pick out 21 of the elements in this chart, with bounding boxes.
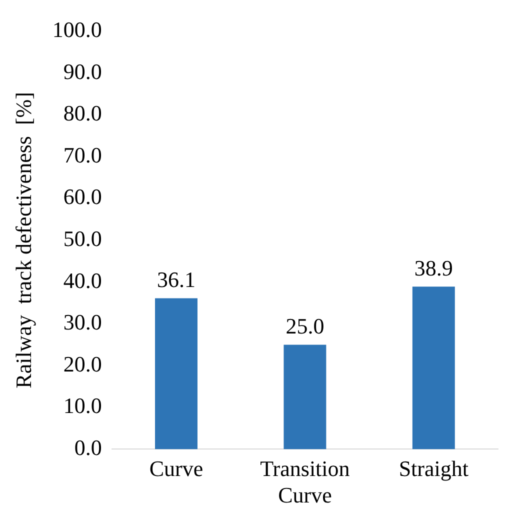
y-tick-label: 100.0 <box>52 16 102 42</box>
x-tick-label: Straight <box>398 456 468 482</box>
x-tick-label: Curve <box>149 456 204 482</box>
y-tick-label: 50.0 <box>63 226 102 251</box>
y-tick-label: 70.0 <box>63 142 102 168</box>
bar <box>155 298 198 450</box>
y-tick-label: 90.0 <box>63 58 102 84</box>
data-label: 38.9 <box>414 255 453 280</box>
bar <box>412 286 455 450</box>
data-label: 25.0 <box>286 313 324 338</box>
y-axis-title: Railway track defectiveness [%] <box>10 92 36 388</box>
x-tick-label: Transition Curve <box>260 456 350 508</box>
y-tick-label: 20.0 <box>63 351 102 376</box>
y-tick-label: 80.0 <box>63 100 102 126</box>
bar <box>284 344 326 450</box>
y-tick-label: 0.0 <box>74 434 102 460</box>
y-tick-label: 60.0 <box>63 184 102 210</box>
y-tick-label: 30.0 <box>63 310 102 335</box>
data-label: 36.1 <box>157 267 196 292</box>
y-tick-label: 10.0 <box>63 393 102 418</box>
y-tick-label: 40.0 <box>63 268 102 293</box>
